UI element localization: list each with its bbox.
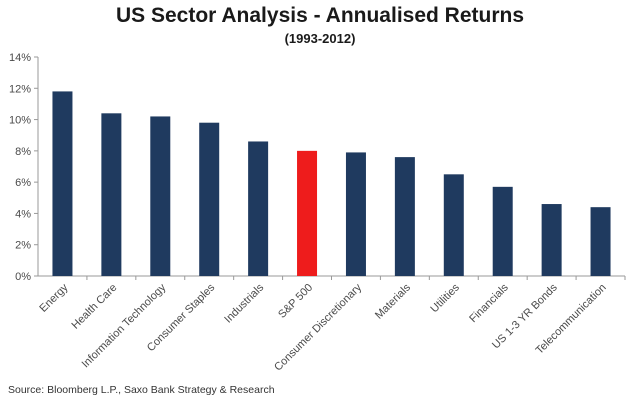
x-tick-label: Energy [37,281,70,314]
y-tick-label: 0% [15,271,31,283]
x-tick-label: Utilities [428,281,462,315]
x-tick-label: Financials [467,281,511,325]
bar-consumer-staples [199,122,220,276]
y-tick-label: 12% [9,83,31,95]
chart-subtitle: (1993-2012) [284,31,356,46]
y-tick-label: 6% [15,177,31,189]
chart-title: US Sector Analysis - Annualised Returns [115,4,525,27]
bar-energy [52,91,73,277]
y-tick-label: 2% [15,240,31,252]
y-tick-label: 14% [9,52,31,64]
x-tick-label: S&P 500 [276,282,315,321]
x-tick-label: Consumer Discretionary [272,281,364,373]
x-tick-label: Health Care [70,282,120,332]
x-tick-label: Information Technology [80,281,169,370]
x-tick-label: Materials [373,281,413,321]
bar-materials [394,157,415,276]
bar-consumer-discretionary [345,152,366,276]
bar-us-1-3-yr-bonds [541,204,562,276]
y-tick-label: 4% [15,208,31,220]
bar-utilities [443,174,464,276]
x-tick-label: Industrials [222,281,266,325]
bar-financials [492,186,513,276]
y-tick-label: 10% [9,115,31,127]
source-note: Source: Bloomberg L.P., Saxo Bank Strate… [8,384,275,396]
bar-information-technology [150,116,171,276]
bar-telecommunication [590,207,611,276]
bar-health-care [101,113,122,276]
y-tick-label: 8% [15,146,31,158]
bar-industrials [248,141,269,276]
bar-s-p-500 [297,150,318,276]
